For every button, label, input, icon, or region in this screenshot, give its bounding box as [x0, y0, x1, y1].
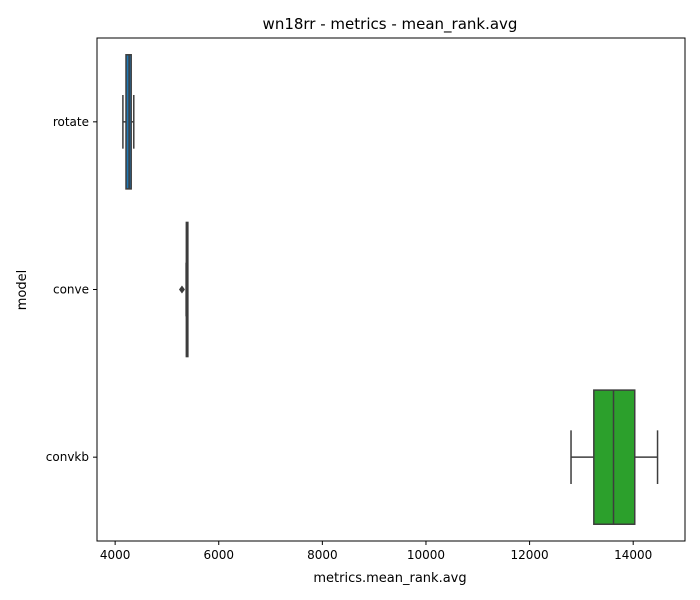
- chart-title: wn18rr - metrics - mean_rank.avg: [263, 15, 518, 34]
- x-axis-label: metrics.mean_rank.avg: [313, 571, 466, 586]
- x-tick-label: 6000: [203, 548, 234, 562]
- x-tick-label: 4000: [100, 548, 131, 562]
- x-tick-label: 14000: [614, 548, 652, 562]
- x-tick-label: 12000: [510, 548, 548, 562]
- y-axis-label: model: [15, 270, 30, 310]
- x-tick-label: 8000: [307, 548, 338, 562]
- outlier-point: [178, 285, 185, 294]
- y-axis-ticks: rotate conve convkb: [46, 115, 97, 464]
- y-tick-label-conve: conve: [53, 283, 89, 297]
- box-conve: [178, 221, 189, 358]
- box-rotate: [122, 54, 135, 190]
- boxes-layer: [122, 54, 659, 525]
- x-tick-label: 10000: [407, 548, 445, 562]
- x-axis-ticks: 4000 6000 8000 10000 12000 14000: [100, 541, 652, 562]
- box-convkb: [570, 389, 659, 525]
- box-iqr: [593, 389, 636, 525]
- y-tick-label-rotate: rotate: [53, 115, 89, 129]
- y-tick-label-convkb: convkb: [46, 450, 89, 464]
